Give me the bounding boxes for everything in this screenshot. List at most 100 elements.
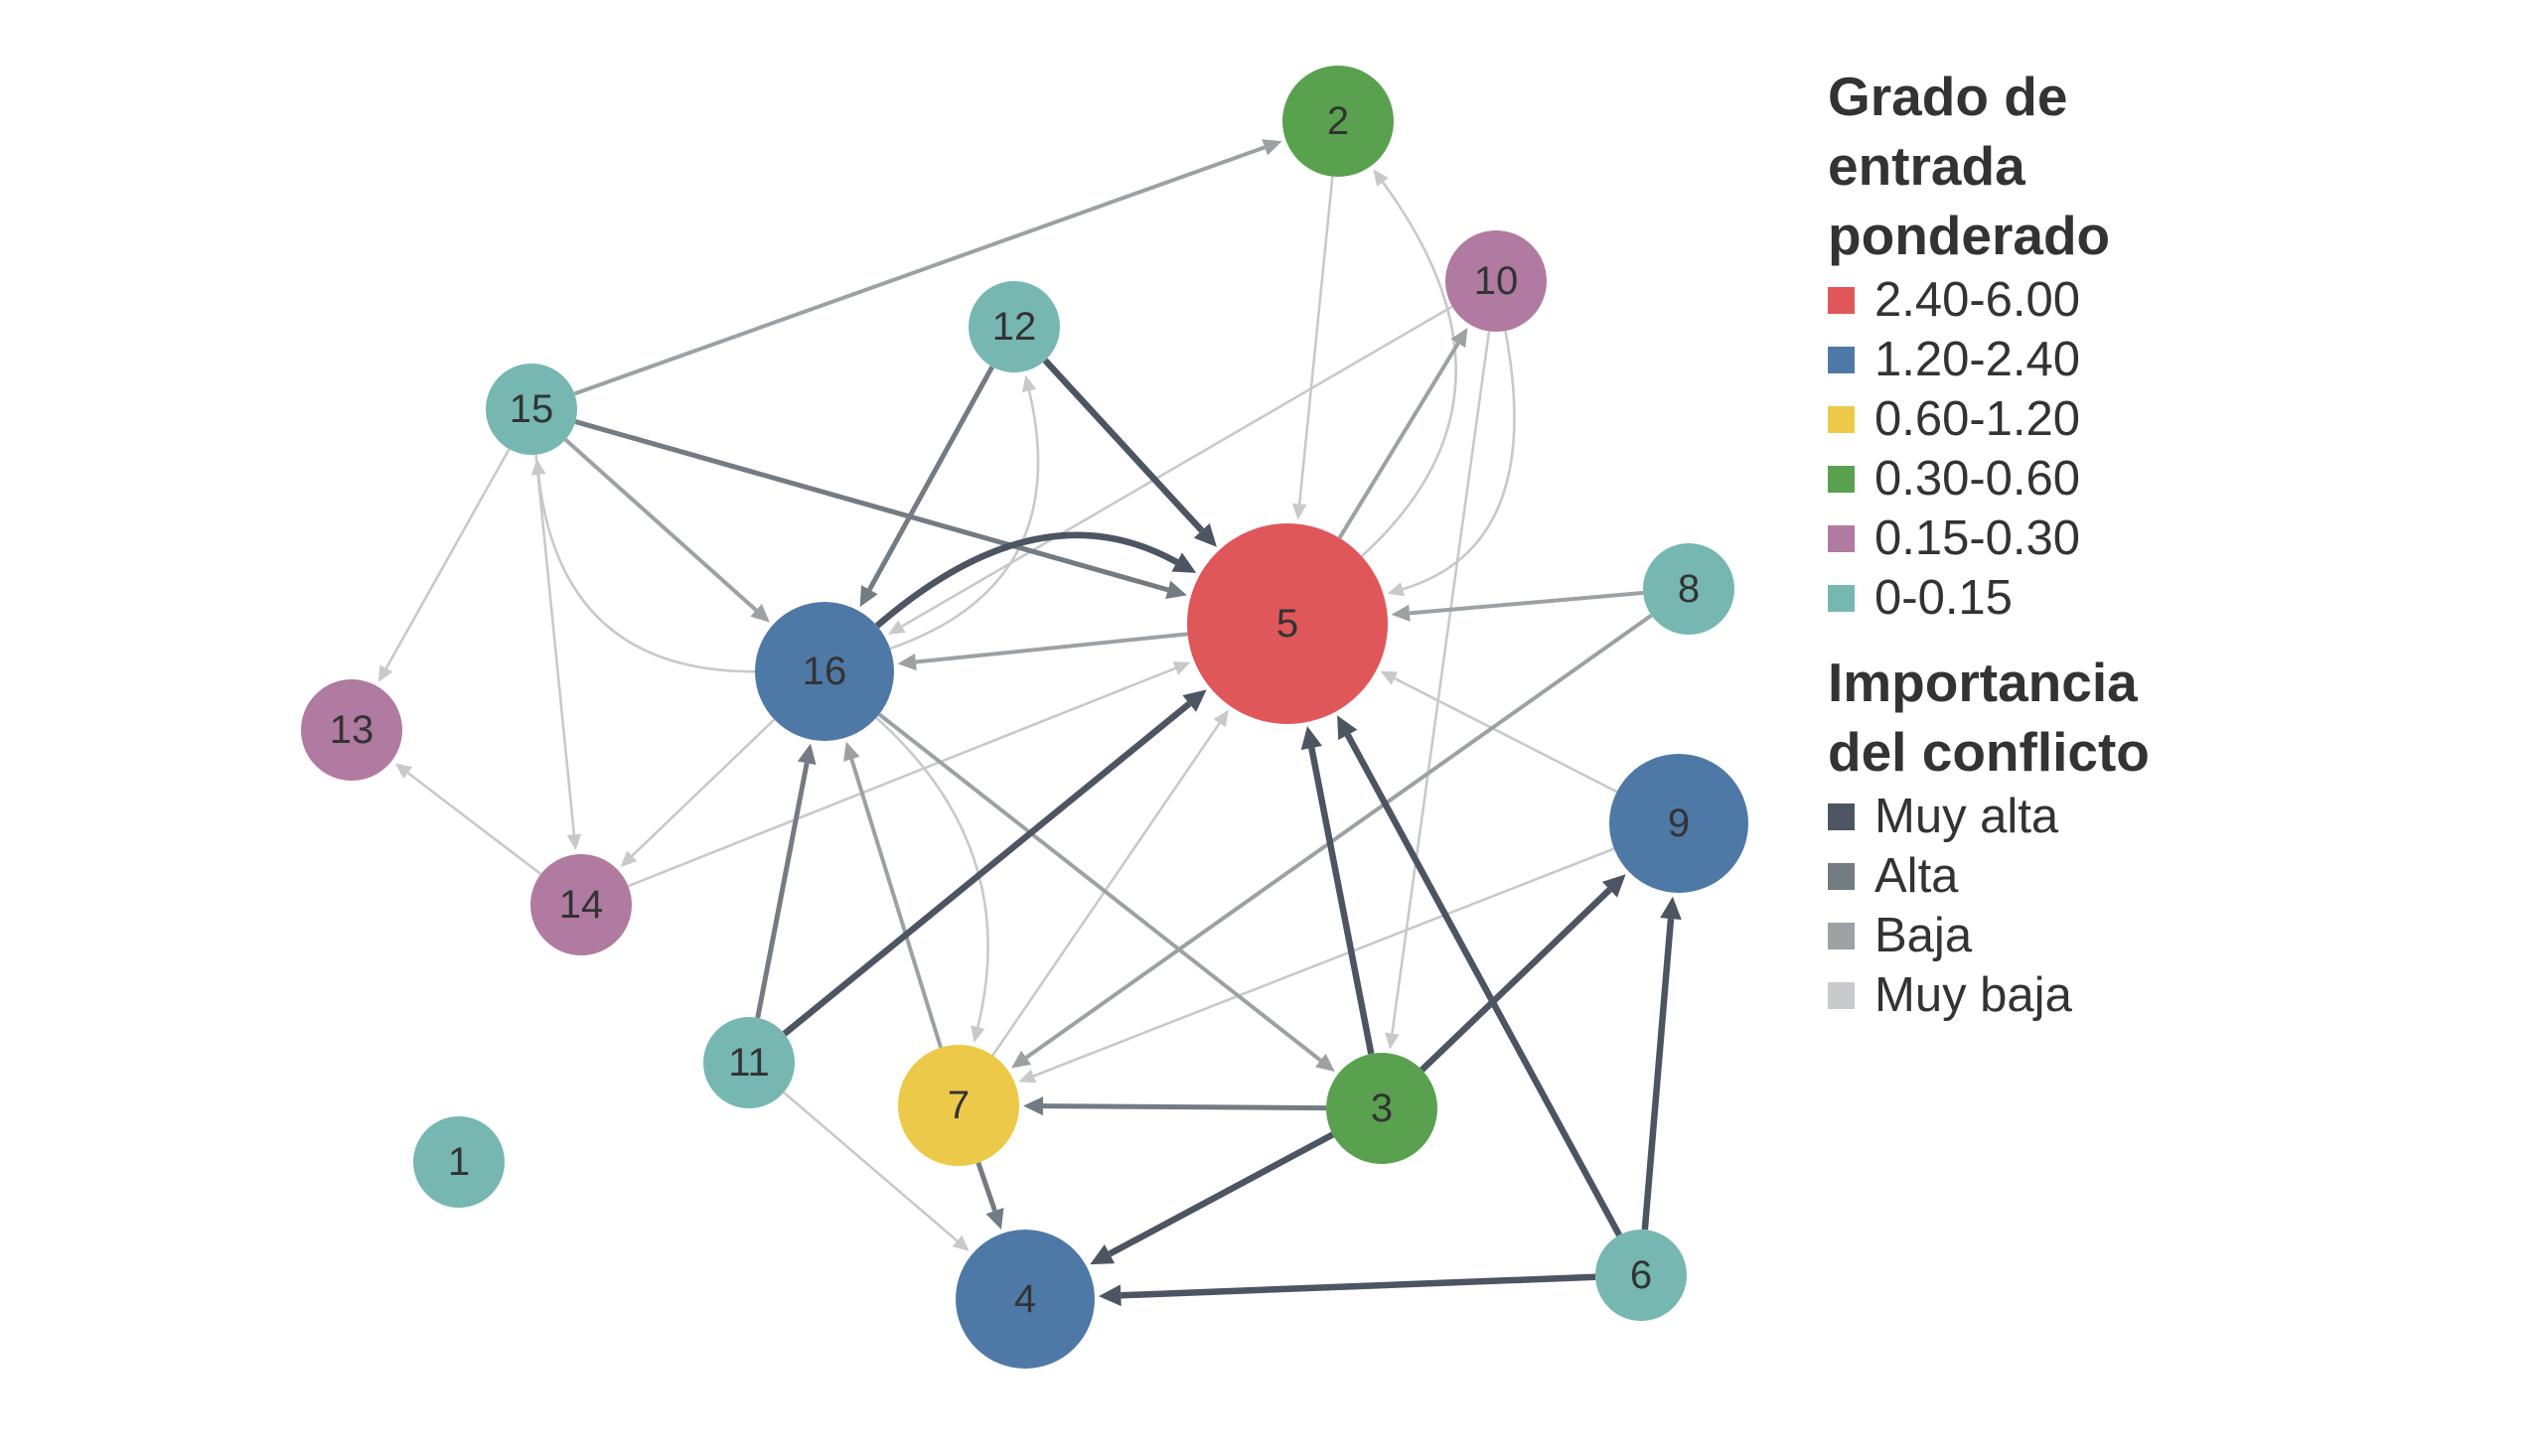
arrow-head [1300, 726, 1322, 751]
node-11: 11 [703, 1017, 795, 1108]
arrow-head [566, 833, 582, 851]
degree-legend-item: 0-0.15 [1828, 568, 2185, 628]
edge-6-to-9 [1641, 896, 1682, 1231]
edge-line [874, 531, 1179, 629]
edge-7-to-4 [975, 1161, 1004, 1231]
edge-3-to-5 [1300, 726, 1375, 1055]
node-circle [898, 1045, 1019, 1166]
node-label: 2 [1327, 99, 1349, 143]
conflict-legend-item: Muy baja [1828, 965, 2185, 1025]
edge-line [574, 419, 1169, 593]
edge-10-to-5 [1387, 330, 1516, 597]
edge-line [1308, 747, 1375, 1055]
edge-line [1409, 590, 1644, 616]
edge-line [849, 758, 943, 1049]
node-circle [1609, 754, 1748, 893]
edge-16-to-3 [877, 712, 1335, 1072]
node-12: 12 [969, 281, 1060, 372]
arrow-head [1018, 1069, 1037, 1084]
arrow-head [1011, 1050, 1032, 1069]
node-8: 8 [1643, 543, 1734, 635]
node-14: 14 [530, 854, 632, 955]
degree-legend-swatch [1828, 524, 1855, 552]
edge-line [755, 762, 810, 1019]
conflict-legend-item: Alta [1828, 846, 2185, 906]
arrow-head [1165, 580, 1187, 600]
edge-15-to-14 [534, 454, 582, 851]
edge-16-to-5 [874, 531, 1197, 629]
edge-15-to-2 [573, 139, 1282, 396]
edge-line [1042, 358, 1205, 533]
edges-layer [377, 139, 1682, 1307]
degree-legend-label: 2.40-6.00 [1874, 273, 2081, 327]
arrow-head [843, 741, 860, 762]
edge-16-to-12 [889, 374, 1040, 651]
edge-12-to-5 [1042, 358, 1217, 547]
edge-8-to-7 [1011, 613, 1653, 1069]
node-label: 6 [1630, 1253, 1652, 1297]
conflict-title-line: Importancia [1828, 652, 2138, 713]
edge-11-to-4 [783, 1091, 970, 1251]
node-circle [1326, 1053, 1437, 1164]
node-16: 16 [755, 602, 894, 741]
arrow-head [1172, 660, 1191, 675]
node-10: 10 [1445, 230, 1547, 332]
arrow-head [1182, 689, 1207, 712]
edge-16-to-14 [620, 718, 776, 867]
edge-15-to-13 [377, 448, 511, 683]
edge-16-to-7 [875, 716, 989, 1043]
edge-line [1337, 342, 1460, 539]
node-label: 11 [728, 1041, 770, 1085]
edge-line [563, 438, 758, 612]
arrow-head [1450, 327, 1468, 349]
node-label: 15 [510, 387, 554, 431]
edge-line [991, 722, 1221, 1057]
arrow-head [887, 620, 906, 635]
edge-16-to-15 [530, 458, 756, 673]
edge-line [1033, 847, 1615, 1078]
arrow-head [1090, 1243, 1116, 1265]
degree-legend-swatch [1828, 465, 1855, 493]
arrow-head [859, 585, 878, 608]
edge-3-to-4 [1090, 1131, 1335, 1265]
edge-line [975, 1161, 997, 1212]
node-label: 4 [1014, 1277, 1036, 1321]
degree-legend-item: 2.40-6.00 [1828, 270, 2185, 330]
edge-8-to-5 [1391, 590, 1644, 622]
node-circle [969, 281, 1060, 372]
edge-14-to-13 [394, 763, 542, 876]
degree-title-line: entrada [1828, 135, 2025, 197]
edge-line [406, 772, 542, 876]
edge-line [1024, 613, 1653, 1060]
degree-legend-swatch [1828, 584, 1855, 612]
arrow-head [1337, 715, 1358, 741]
edge-line [1641, 918, 1675, 1231]
node-label: 9 [1668, 801, 1690, 845]
node-label: 10 [1474, 259, 1519, 303]
edge-line [901, 305, 1453, 628]
node-circle [301, 679, 402, 781]
degree-legend-item: 0.60-1.20 [1828, 389, 2185, 449]
edge-line [384, 448, 511, 669]
node-2: 2 [1282, 66, 1394, 177]
node-label: 16 [803, 650, 847, 693]
conflict-legend-label: Alta [1874, 849, 1959, 903]
edge-15-to-5 [574, 419, 1187, 600]
arrow-head [1385, 1032, 1400, 1050]
degree-legend-swatch [1828, 286, 1855, 314]
arrow-head [1315, 1053, 1335, 1072]
arrow-head [1373, 169, 1389, 187]
node-label: 3 [1371, 1087, 1393, 1130]
node-label: 12 [992, 305, 1037, 349]
node-circle [1282, 66, 1394, 177]
node-1: 1 [413, 1116, 505, 1208]
node-9: 9 [1609, 754, 1748, 893]
edge-11-to-16 [755, 743, 817, 1019]
degree-title-line: ponderado [1828, 205, 2111, 266]
edge-line [782, 700, 1192, 1037]
arrow-head [1193, 522, 1217, 547]
node-15: 15 [486, 364, 577, 455]
edge-line [534, 454, 576, 835]
